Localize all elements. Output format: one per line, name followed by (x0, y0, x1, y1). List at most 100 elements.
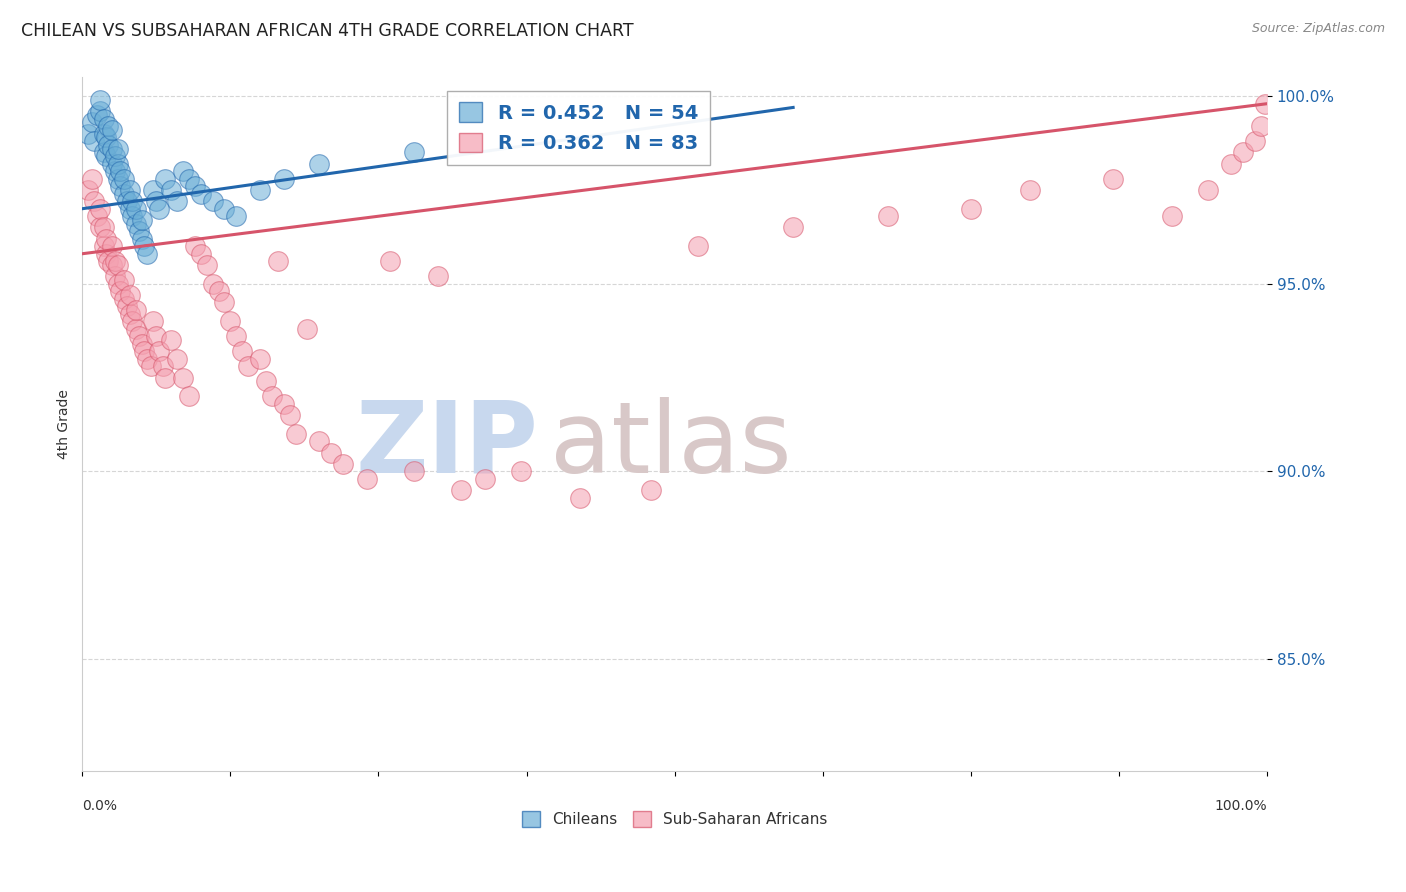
Point (80, 115, 103, 129)
Point (332, 457, 354, 471)
Point (94, 149, 117, 163)
Point (172, 370, 194, 384)
Point (112, 273, 135, 287)
Point (297, 322, 319, 336)
Point (177, 389, 200, 403)
Point (960, 202, 983, 216)
Point (131, 336, 153, 351)
Point (142, 314, 165, 328)
Point (101, 258, 124, 272)
Text: 0.0%: 0.0% (83, 798, 117, 813)
Point (640, 483, 662, 497)
Point (509, 464, 531, 478)
Point (688, 239, 710, 253)
Point (380, 254, 402, 268)
Point (219, 314, 242, 328)
Point (118, 202, 141, 216)
Text: ZIP: ZIP (356, 397, 538, 493)
Point (201, 277, 224, 291)
Point (160, 333, 183, 347)
Point (177, 171, 200, 186)
Point (94, 130, 117, 145)
Point (117, 194, 139, 209)
Point (426, 269, 449, 284)
Point (93, 112, 115, 126)
Point (104, 254, 127, 268)
Point (225, 209, 247, 223)
Point (136, 351, 159, 366)
Text: Source: ZipAtlas.com: Source: ZipAtlas.com (1251, 22, 1385, 36)
Point (214, 202, 236, 216)
Point (80, 171, 103, 186)
Point (89, 220, 111, 235)
Point (139, 359, 162, 374)
Point (132, 239, 155, 253)
Point (128, 329, 150, 343)
Point (94, 246, 117, 260)
Point (273, 171, 295, 186)
Point (148, 344, 170, 359)
Point (121, 209, 143, 223)
Point (195, 258, 218, 272)
Point (107, 142, 129, 156)
Point (101, 142, 124, 156)
Point (172, 164, 194, 178)
Point (308, 157, 330, 171)
Point (124, 322, 146, 336)
Point (568, 491, 591, 505)
Text: 100.0%: 100.0% (1215, 798, 1267, 813)
Point (97, 254, 120, 268)
Point (319, 445, 342, 459)
Point (249, 351, 271, 366)
Point (1220, 157, 1243, 171)
Point (1250, 119, 1272, 133)
Point (121, 314, 143, 328)
Point (107, 277, 129, 291)
Point (89, 104, 111, 119)
Point (236, 359, 259, 374)
Point (184, 239, 207, 253)
Point (148, 202, 170, 216)
Point (77, 183, 100, 197)
Point (118, 307, 141, 321)
Point (101, 239, 124, 253)
Point (1102, 171, 1125, 186)
Point (104, 149, 127, 163)
Point (160, 183, 183, 197)
Point (184, 179, 207, 194)
Point (131, 232, 153, 246)
Point (145, 329, 167, 343)
Point (1197, 183, 1219, 197)
Point (89, 93, 111, 107)
Point (450, 483, 472, 497)
Point (190, 246, 212, 260)
Point (112, 292, 135, 306)
Point (117, 299, 139, 313)
Point (77, 127, 100, 141)
Point (1019, 183, 1042, 197)
Point (356, 472, 378, 486)
Point (83, 134, 105, 148)
Point (118, 288, 141, 302)
Point (142, 183, 165, 197)
Point (254, 374, 277, 388)
Point (108, 285, 131, 299)
Point (166, 194, 188, 209)
Point (308, 434, 330, 449)
Point (474, 472, 496, 486)
Point (93, 220, 115, 235)
Point (93, 127, 115, 141)
Point (166, 351, 188, 366)
Point (155, 370, 177, 384)
Point (93, 145, 115, 160)
Point (93, 239, 115, 253)
Point (278, 408, 301, 422)
Point (207, 285, 229, 299)
Point (107, 258, 129, 272)
Point (124, 217, 146, 231)
Point (107, 171, 129, 186)
Point (1253, 96, 1275, 111)
Point (121, 194, 143, 209)
Point (118, 183, 141, 197)
Point (152, 359, 174, 374)
